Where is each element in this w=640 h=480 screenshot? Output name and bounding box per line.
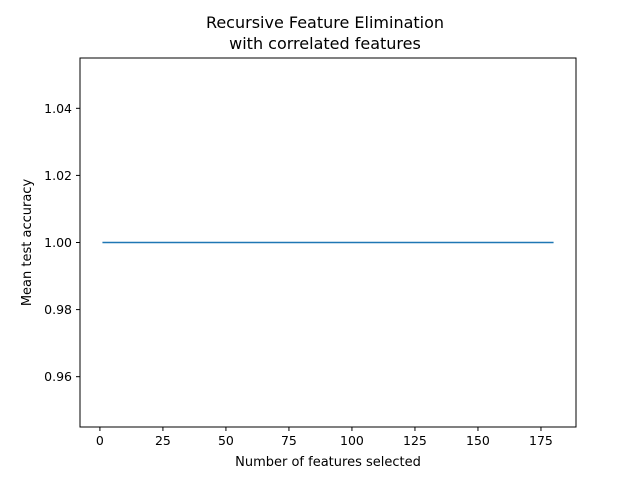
x-tick-label: 50 <box>218 433 234 448</box>
x-tick-label: 125 <box>403 433 427 448</box>
y-tick-label: 0.96 <box>44 369 72 384</box>
x-tick-label: 25 <box>155 433 171 448</box>
x-tick-label: 150 <box>466 433 490 448</box>
y-tick-label: 0.98 <box>44 302 72 317</box>
y-tick-label: 1.00 <box>44 235 72 250</box>
x-axis-label: Number of features selected <box>235 455 421 470</box>
y-tick-label: 1.02 <box>44 168 72 183</box>
chart-subtitle: with correlated features <box>229 34 421 53</box>
x-axis: 0 25 50 75 100 125 150 175 <box>96 427 553 448</box>
x-tick-label: 0 <box>96 433 104 448</box>
y-tick-label: 1.04 <box>44 101 72 116</box>
chart-title: Recursive Feature Elimination <box>206 13 444 32</box>
y-axis: 0.96 0.98 1.00 1.02 1.04 <box>44 101 80 384</box>
x-tick-label: 100 <box>340 433 364 448</box>
y-axis-label: Mean test accuracy <box>20 179 35 307</box>
x-tick-label: 75 <box>281 433 297 448</box>
x-tick-label: 175 <box>529 433 553 448</box>
